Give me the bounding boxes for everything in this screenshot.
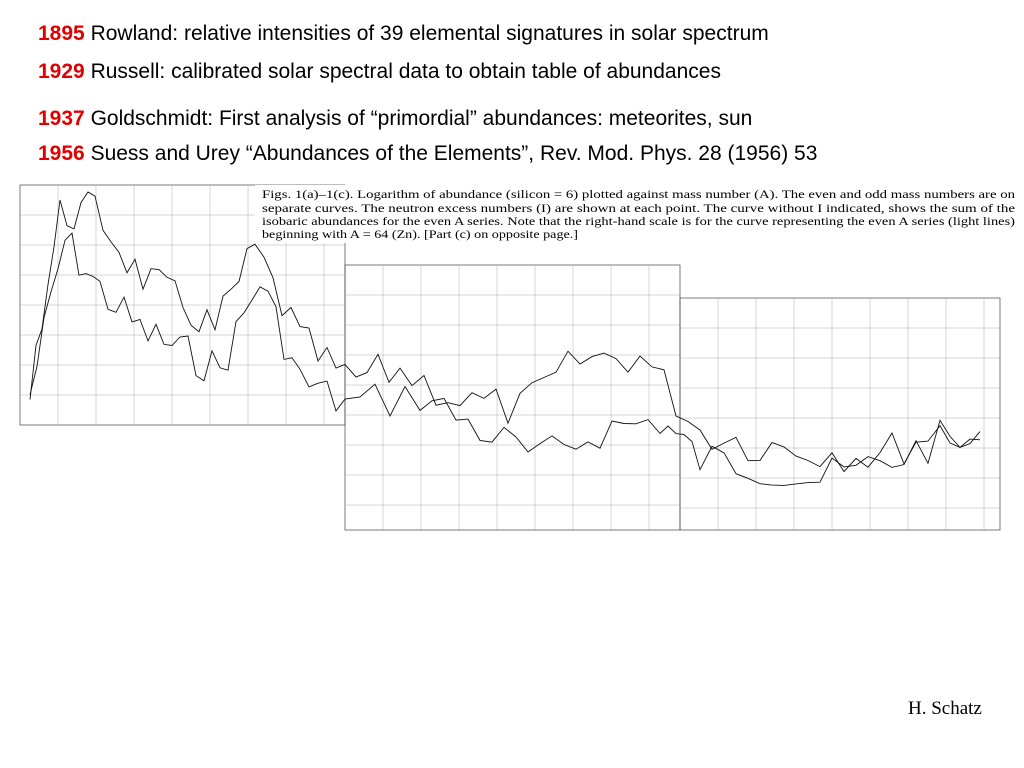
curves (29, 191, 981, 486)
entry-text: Russell: calibrated solar spectral data … (90, 60, 721, 83)
caption-line: Figs. 1(a)–1(c). Logarithm of abundance … (262, 189, 1015, 201)
trace (29, 232, 981, 486)
author: H. Schatz (908, 698, 982, 719)
timeline-entry: 1937 Goldschmidt: First analysis of “pri… (38, 107, 752, 131)
panel-b (344, 264, 681, 531)
caption-bg (255, 185, 1020, 243)
year: 1956 (38, 142, 85, 165)
year: 1895 (38, 22, 85, 45)
abundance-figure: Figs. 1(a)–1(c). Logarithm of abundance … (19, 184, 1020, 531)
timeline-entry: 1956 Suess and Urey “Abundances of the E… (38, 142, 817, 166)
caption-line: beginning with A = 64 (Zn). [Part (c) on… (262, 229, 578, 241)
entry-text: Rowland: relative intensities of 39 elem… (90, 22, 769, 45)
entry-text: Suess and Urey “Abundances of the Elemen… (90, 142, 818, 165)
entry-text: Goldschmidt: First analysis of “primordi… (90, 107, 753, 130)
caption-line: separate curves. The neutron excess numb… (262, 203, 1015, 215)
caption-line: isobaric abundances for the even A serie… (262, 216, 1015, 228)
trace (29, 191, 981, 473)
year: 1929 (38, 60, 85, 83)
year: 1937 (38, 107, 85, 130)
timeline-entry: 1929 Russell: calibrated solar spectral … (38, 60, 721, 84)
timeline-entry: 1895 Rowland: relative intensities of 39… (38, 22, 769, 46)
panel-c (679, 297, 1001, 531)
